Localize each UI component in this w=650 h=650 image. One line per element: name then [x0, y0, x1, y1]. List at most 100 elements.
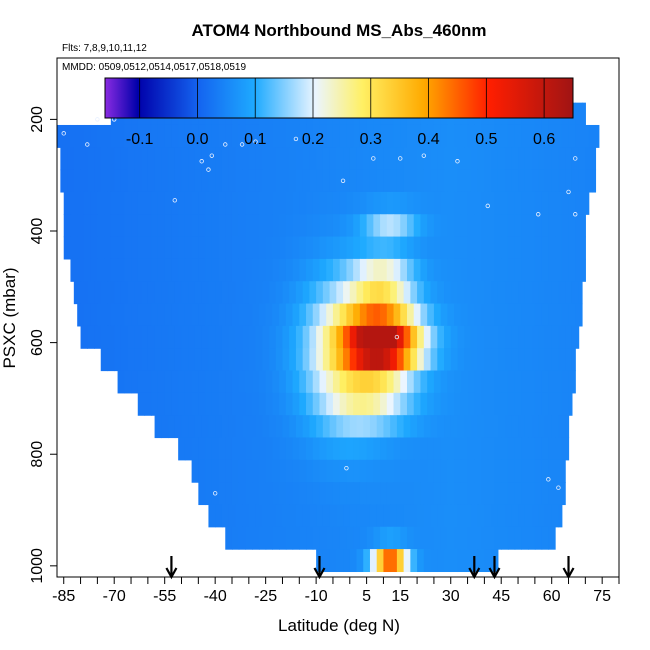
sample-point [206, 167, 211, 172]
heatmap-cell [198, 459, 206, 483]
heatmap-cell [524, 348, 533, 372]
heatmap-cell [494, 236, 502, 260]
heatmap-cell [521, 392, 529, 416]
heatmap-cell [507, 214, 516, 238]
heatmap-cell [63, 124, 72, 148]
heatmap-cell [279, 236, 287, 260]
heatmap-cell [568, 303, 576, 327]
heatmap-cell [369, 169, 378, 193]
heatmap-cell [494, 392, 502, 416]
heatmap-cell [561, 124, 570, 148]
heatmap-cell [245, 191, 253, 215]
heatmap-cell [279, 214, 287, 238]
heatmap-cell [531, 504, 539, 528]
heatmap-cell [289, 325, 297, 349]
heatmap-cell [275, 325, 284, 349]
heatmap-cell [440, 191, 448, 215]
heatmap-cell [373, 124, 381, 148]
heatmap-cell [467, 526, 475, 550]
heatmap-cell [444, 325, 452, 349]
heatmap-cell [400, 482, 408, 506]
heatmap-cell [83, 303, 92, 327]
heatmap-cell [242, 415, 250, 439]
heatmap-cell [396, 147, 405, 171]
heatmap-cell [541, 482, 549, 506]
heatmap-cell [484, 504, 492, 528]
heatmap-cell [484, 147, 492, 171]
heatmap-cell [255, 348, 263, 372]
heatmap-cell [373, 303, 381, 327]
heatmap-cell [470, 281, 479, 305]
heatmap-cell [548, 258, 556, 282]
heatmap-cell [406, 303, 415, 327]
heatmap-cell [454, 459, 462, 483]
heatmap-cell [144, 258, 152, 282]
heatmap-cell [174, 325, 183, 349]
heatmap-cell [353, 482, 361, 506]
heatmap-cell [245, 437, 253, 461]
heatmap-cell [161, 415, 169, 439]
heatmap-cell [295, 415, 304, 439]
heatmap-cell [474, 370, 482, 394]
heatmap-cell [174, 147, 183, 171]
heatmap-cell [262, 415, 270, 439]
heatmap-cell [309, 169, 317, 193]
heatmap-cell [299, 437, 307, 461]
heatmap-cell [326, 526, 334, 550]
heatmap-cell [430, 415, 438, 439]
heatmap-cell [524, 281, 533, 305]
heatmap-cell [474, 124, 482, 148]
heatmap-cell [369, 348, 378, 372]
heatmap-cell [413, 370, 422, 394]
heatmap-cell [299, 459, 307, 483]
heatmap-cell [120, 348, 129, 372]
heatmap-cell [265, 437, 273, 461]
heatmap-cell [258, 214, 267, 238]
heatmap-cell [137, 303, 146, 327]
heatmap-cell [282, 281, 290, 305]
heatmap-cell [548, 370, 556, 394]
heatmap-cell [339, 124, 348, 148]
heatmap-cell [544, 415, 553, 439]
heatmap-cell [369, 504, 378, 528]
heatmap-cell [238, 236, 247, 260]
heatmap-cell [571, 348, 576, 372]
heatmap-cell [171, 124, 179, 148]
heatmap-cell [521, 124, 529, 148]
heatmap-cell [225, 482, 233, 506]
heatmap-cell [440, 392, 448, 416]
heatmap-cell [396, 348, 405, 372]
heatmap-cell [450, 325, 459, 349]
heatmap-cell [356, 325, 364, 349]
heatmap-cell [528, 124, 536, 148]
heatmap-cell [258, 124, 267, 148]
heatmap-cell [292, 258, 300, 282]
heatmap-cell [390, 147, 398, 171]
heatmap-cell [131, 124, 139, 148]
heatmap-cell [423, 504, 432, 528]
heatmap-cell [528, 437, 536, 461]
heatmap-cell [386, 370, 395, 394]
heatmap-cell [168, 147, 176, 171]
heatmap-cell [531, 415, 539, 439]
heatmap-cell [346, 258, 354, 282]
heatmap-cell [181, 348, 189, 372]
heatmap-cell [457, 147, 465, 171]
heatmap-cell [319, 392, 327, 416]
heatmap-cell [430, 348, 438, 372]
heatmap-cell [198, 214, 206, 238]
heatmap-cell [218, 191, 226, 215]
heatmap-cell [363, 281, 371, 305]
heatmap-cell [524, 325, 533, 349]
heatmap-cell [460, 526, 469, 550]
heatmap-cell [228, 325, 236, 349]
heatmap-cell [80, 169, 88, 193]
heatmap-cell [551, 348, 560, 372]
heatmap-cell [63, 214, 72, 238]
heatmap-cell [242, 169, 250, 193]
heatmap-cell [70, 124, 78, 148]
latitude-arrow [468, 556, 481, 580]
heatmap-cell [491, 169, 499, 193]
heatmap-cell [400, 124, 408, 148]
heatmap-cell [433, 303, 442, 327]
